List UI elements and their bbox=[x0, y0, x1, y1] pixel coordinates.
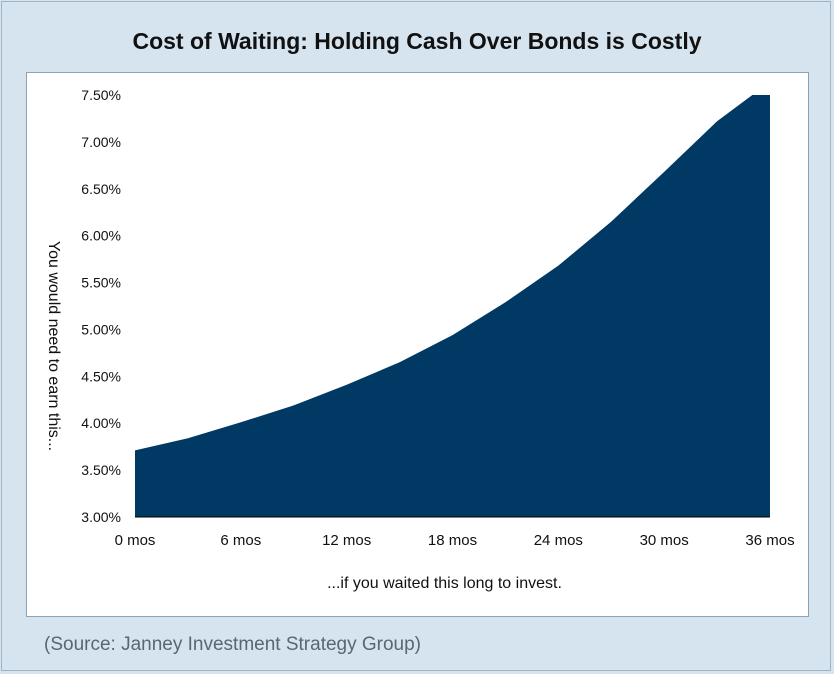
area-series bbox=[135, 95, 770, 517]
y-tick-label: 3.00% bbox=[81, 509, 121, 525]
x-tick-label: 24 mos bbox=[534, 532, 583, 549]
y-tick-label: 6.50% bbox=[81, 181, 121, 197]
area-chart: 3.00% 3.50% 4.00% 4.50% 5.00% 5.50% 6.00% 6.50%… bbox=[45, 87, 795, 592]
chart-title: Cost of Waiting: Holding Cash Over Bonds… bbox=[132, 28, 702, 54]
y-tick-label: 7.00% bbox=[81, 134, 121, 150]
y-tick-label: 4.00% bbox=[81, 415, 121, 431]
y-tick-label: 4.50% bbox=[81, 368, 121, 384]
y-tick-label: 7.50% bbox=[81, 87, 121, 103]
x-tick-label: 30 mos bbox=[640, 532, 689, 549]
x-tick-label: 0 mos bbox=[115, 532, 156, 549]
source-note: (Source: Janney Investment Strategy Grou… bbox=[44, 634, 422, 655]
x-tick-label: 6 mos bbox=[220, 532, 261, 549]
y-tick-label: 5.50% bbox=[81, 275, 121, 291]
x-axis-label: ...if you waited this long to invest. bbox=[327, 575, 562, 592]
y-tick-label: 6.00% bbox=[81, 228, 121, 244]
x-tick-label: 12 mos bbox=[322, 532, 371, 549]
chart-panel: 3.00% 3.50% 4.00% 4.50% 5.00% 5.50% 6.00% 6.50%… bbox=[26, 72, 809, 617]
x-tick-label: 18 mos bbox=[428, 532, 477, 549]
x-tick-label: 36 mos bbox=[745, 532, 794, 549]
y-tick-label: 3.50% bbox=[81, 462, 121, 478]
y-axis-label: You would need to earn this... bbox=[45, 241, 62, 451]
y-tick-label: 5.00% bbox=[81, 321, 121, 337]
